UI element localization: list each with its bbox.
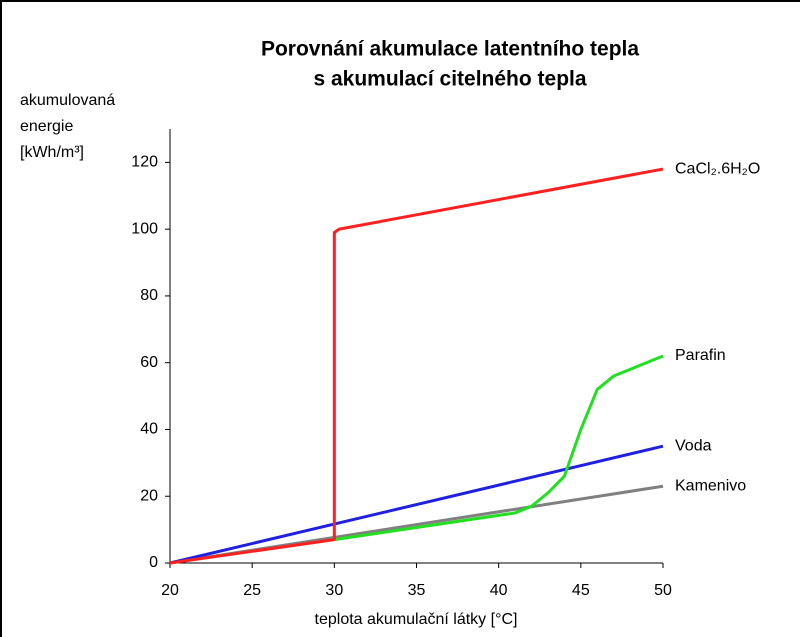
y-axis-label: akumulovaná [20, 92, 115, 109]
series-label: Voda [675, 437, 712, 454]
chart-title: Porovnání akumulace latentního tepla [261, 38, 639, 61]
x-tick-label: 50 [654, 582, 672, 599]
series-label: Parafin [675, 347, 726, 364]
series-line [169, 167, 664, 565]
x-tick-label: 35 [408, 582, 426, 599]
y-tick-label: 60 [140, 354, 158, 371]
chart-title: s akumulací citelného tepla [313, 68, 586, 91]
series-label: CaCl₂.6H₂O [675, 160, 760, 177]
y-tick-label: 0 [149, 554, 158, 571]
y-tick-label: 40 [140, 421, 158, 438]
series-line [169, 444, 664, 565]
y-tick-label: 80 [140, 287, 158, 304]
x-tick-label: 30 [325, 582, 343, 599]
x-tick-label: 25 [243, 582, 261, 599]
series-line [334, 354, 664, 542]
x-tick-label: 40 [490, 582, 508, 599]
y-tick-label: 20 [140, 487, 158, 504]
series-label: Kamenivo [675, 477, 746, 494]
y-axis-label: [kWh/m³] [20, 144, 84, 161]
y-axis-label: energie [20, 118, 73, 135]
x-tick-label: 20 [161, 582, 179, 599]
y-tick-label: 100 [131, 220, 158, 237]
x-tick-label: 45 [572, 582, 590, 599]
y-tick-label: 120 [131, 154, 158, 171]
x-axis-label: teplota akumulační látky [°C] [315, 611, 518, 628]
